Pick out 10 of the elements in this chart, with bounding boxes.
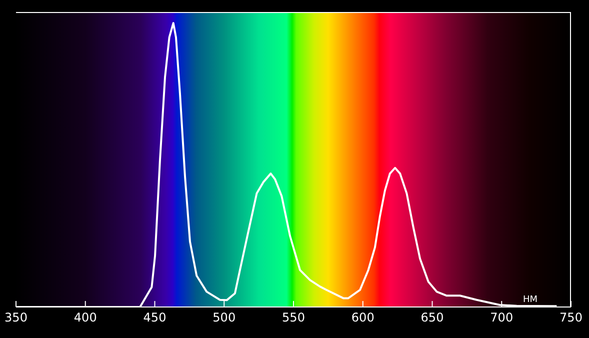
x-tick-label: 500: [212, 310, 236, 325]
x-axis-title: НМ: [523, 295, 538, 305]
x-tick-label: 550: [282, 310, 305, 325]
x-tick-label: 350: [4, 310, 28, 325]
x-tick-label: 650: [420, 310, 444, 325]
x-tick-label: 400: [74, 310, 97, 325]
x-tick-label: 600: [351, 310, 374, 325]
x-tick-label: 750: [560, 310, 582, 325]
x-tick-label: 700: [490, 310, 514, 325]
x-tick-label: 450: [143, 310, 166, 325]
